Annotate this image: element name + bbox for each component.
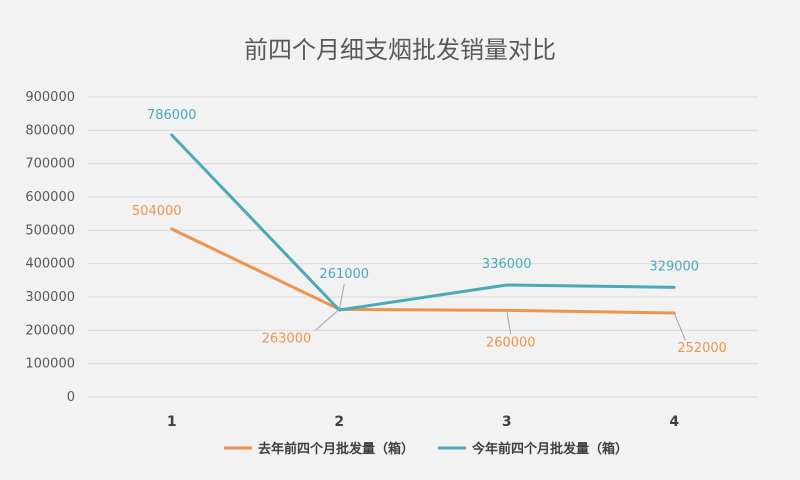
data-label: 252000 [677,341,727,356]
y-tick-label: 400000 [25,257,75,272]
y-tick-label: 0 [67,390,75,405]
data-label-leader [338,283,345,311]
data-label: 263000 [262,331,312,346]
series-line-1 [170,227,676,315]
x-tick-label: 4 [669,414,679,430]
legend-label: 今年前四个月批发量（箱） [471,441,628,457]
y-tick-label: 900000 [25,90,75,105]
data-label-leader [506,310,512,335]
data-label: 261000 [319,267,369,282]
y-tick-label: 100000 [25,357,75,372]
x-tick-label: 1 [167,414,177,430]
x-tick-label: 3 [502,414,512,430]
series-line-2 [170,133,676,312]
data-label: 786000 [147,108,197,123]
y-tick-label: 600000 [25,190,75,205]
data-label: 260000 [486,335,536,350]
data-label: 336000 [482,257,532,272]
data-label: 329000 [649,259,699,274]
y-tick-label: 700000 [25,157,75,172]
legend-label: 去年前四个月批发量（箱） [258,441,414,457]
y-tick-label: 300000 [25,290,75,305]
data-label: 504000 [132,204,182,219]
x-tick-label: 2 [334,414,344,430]
chart-title: 前四个月细支烟批发销量对比 [244,36,556,64]
data-label-leader [314,308,340,331]
data-label-leader [673,312,686,341]
y-tick-label: 800000 [25,123,75,138]
y-tick-label: 500000 [25,223,75,238]
y-tick-label: 200000 [25,323,75,338]
